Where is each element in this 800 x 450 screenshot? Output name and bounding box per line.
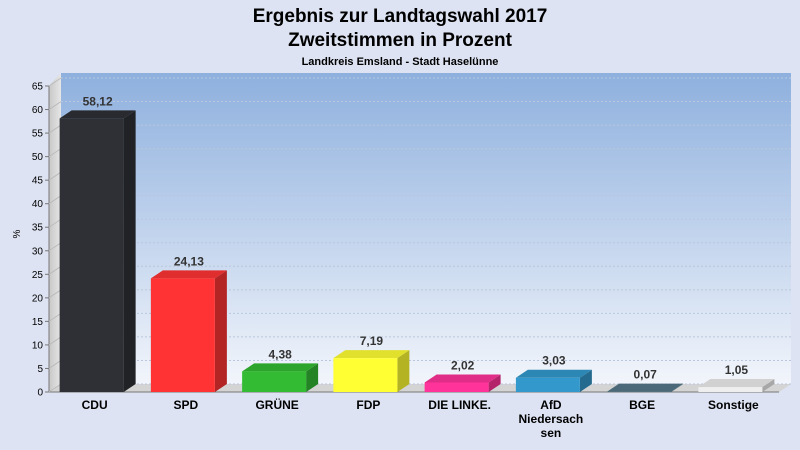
value-labels: 58,12 24,13 4,38 7,19 2,02 3,03 0,07 1,05: [83, 94, 749, 381]
gridline-side: [48, 148, 62, 158]
bar: [424, 374, 501, 392]
gridline-side: [48, 77, 62, 87]
category-label: DIE LINKE.: [428, 398, 491, 412]
y-tick-label: 5: [37, 364, 43, 375]
value-label: 3,03: [542, 354, 566, 368]
y-axis-ticks: 0 5 10 15 20 25 30 35 40 45 50 55 60 65: [32, 82, 49, 399]
value-label: 58,12: [83, 94, 113, 108]
bar-side: [671, 383, 684, 392]
bar-top: [242, 363, 319, 372]
bar-front: [242, 371, 307, 392]
y-tick-label: 20: [32, 293, 44, 304]
bar: [515, 369, 592, 392]
gridline-side: [48, 360, 62, 369]
plot-left-wall: [49, 73, 61, 392]
bar-side: [579, 369, 592, 392]
gridline-side: [48, 242, 62, 252]
bar-top: [333, 350, 410, 359]
bar-front: [698, 387, 763, 392]
chart-subtitle-2: Landkreis Emsland - Stadt Haselünne: [302, 56, 499, 68]
category-label: CDU: [82, 398, 108, 412]
bar-front: [333, 358, 398, 392]
value-label: 0,07: [633, 368, 657, 382]
y-tick-label: 10: [32, 340, 44, 351]
y-tick-label: 30: [32, 246, 44, 257]
bar-side: [306, 363, 319, 392]
y-tick-label: 60: [32, 105, 44, 116]
y-axis-label: %: [12, 229, 23, 238]
y-tick-label: 35: [32, 223, 44, 234]
gridline-side: [48, 289, 62, 299]
category-labels: CDU SPD GRÜNE FDP DIE LINKE. AfD Niedersach sen…: [82, 397, 759, 440]
bar: [242, 363, 319, 392]
category-label: FDP: [356, 398, 380, 412]
value-label: 1,05: [725, 363, 749, 377]
bars: [59, 110, 775, 393]
bar-top: [698, 379, 775, 388]
y-tick-label: 0: [37, 388, 43, 399]
bar-top: [424, 374, 501, 383]
bar-top: [607, 383, 684, 392]
bar-side: [123, 110, 136, 393]
bar-side: [397, 350, 410, 392]
bar-side: [762, 379, 775, 392]
y-tick-label: 25: [32, 270, 44, 281]
gridline-side: [48, 218, 62, 228]
bar-side: [488, 374, 501, 392]
bar: [698, 379, 775, 392]
bar-front: [59, 118, 124, 393]
bar: [607, 383, 684, 392]
gridline-side: [48, 101, 62, 110]
category-label: Sonstige: [708, 398, 759, 412]
gridline-side: [48, 383, 62, 393]
y-tick-label: 15: [32, 317, 44, 328]
category-label: SPD: [174, 398, 199, 412]
value-label: 2,02: [451, 358, 475, 372]
bar-top: [515, 369, 592, 378]
chart-title: Ergebnis zur Landtagswahl 2017: [253, 6, 548, 27]
bar: [59, 110, 136, 393]
bar-side: [214, 270, 227, 392]
y-tick-label: 40: [32, 199, 44, 210]
plot-floor: [49, 384, 791, 392]
value-label: 7,19: [360, 334, 384, 348]
chart-subtitle: Zweitstimmen in Prozent: [288, 30, 512, 51]
value-label: 4,38: [268, 347, 292, 361]
gridline-side: [48, 336, 62, 346]
category-label: AfD Niedersach sen: [519, 398, 584, 440]
bar-front: [150, 278, 215, 392]
bar-front: [424, 382, 489, 392]
gridline-side: [48, 312, 62, 322]
y-tick-label: 55: [32, 129, 44, 140]
bar: [150, 270, 227, 392]
bar-front: [515, 377, 580, 392]
bar-top: [59, 110, 136, 119]
bar: [333, 350, 410, 392]
y-tick-label: 50: [32, 152, 44, 163]
category-label: BGE: [629, 398, 655, 412]
gridline-side: [48, 195, 62, 205]
gridline-side: [48, 171, 62, 181]
category-label: GRÜNE: [255, 397, 298, 412]
y-tick-label: 45: [32, 176, 44, 187]
value-label: 24,13: [174, 254, 204, 268]
bar-top: [150, 270, 227, 279]
gridline-side: [48, 265, 62, 275]
gridline-side: [48, 124, 62, 134]
y-tick-label: 65: [32, 82, 44, 93]
